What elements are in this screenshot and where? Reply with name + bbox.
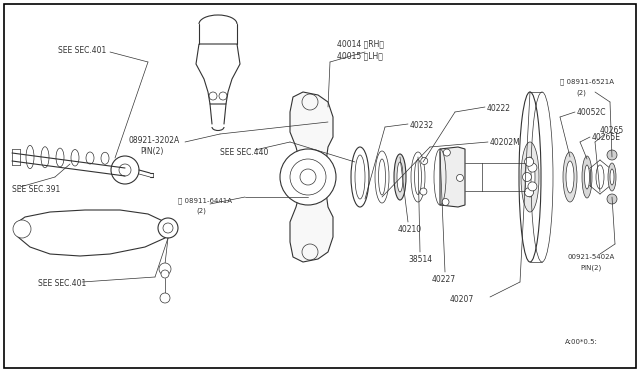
Ellipse shape bbox=[610, 169, 614, 185]
Circle shape bbox=[525, 157, 534, 166]
Circle shape bbox=[442, 199, 449, 205]
Circle shape bbox=[525, 188, 534, 197]
Text: SEE SEC.401: SEE SEC.401 bbox=[58, 45, 106, 55]
Text: 40232: 40232 bbox=[410, 121, 434, 129]
Ellipse shape bbox=[584, 165, 589, 189]
Text: 40202M: 40202M bbox=[490, 138, 521, 147]
Text: 40052C: 40052C bbox=[577, 108, 607, 116]
Ellipse shape bbox=[566, 161, 574, 193]
Circle shape bbox=[456, 174, 463, 182]
Ellipse shape bbox=[397, 162, 403, 192]
Text: 40227: 40227 bbox=[432, 276, 456, 285]
Ellipse shape bbox=[563, 152, 577, 202]
Ellipse shape bbox=[351, 147, 369, 207]
Ellipse shape bbox=[596, 165, 604, 189]
Text: Ⓝ 08911-6521A: Ⓝ 08911-6521A bbox=[560, 79, 614, 85]
Circle shape bbox=[161, 270, 169, 278]
Circle shape bbox=[420, 157, 428, 164]
Ellipse shape bbox=[411, 152, 425, 202]
Circle shape bbox=[280, 149, 336, 205]
Ellipse shape bbox=[608, 163, 616, 191]
Ellipse shape bbox=[525, 157, 535, 197]
FancyBboxPatch shape bbox=[4, 4, 636, 368]
Circle shape bbox=[522, 173, 531, 182]
Polygon shape bbox=[290, 92, 333, 262]
Text: 08921-3202A: 08921-3202A bbox=[128, 135, 179, 144]
Text: 40265: 40265 bbox=[600, 125, 624, 135]
Text: PIN(2): PIN(2) bbox=[140, 147, 163, 155]
Circle shape bbox=[163, 223, 173, 233]
Text: 40207: 40207 bbox=[450, 295, 474, 305]
Circle shape bbox=[607, 194, 617, 204]
Circle shape bbox=[420, 188, 427, 195]
Text: 00921-5402A: 00921-5402A bbox=[568, 254, 615, 260]
Text: 40015 〈LH〉: 40015 〈LH〉 bbox=[337, 51, 383, 61]
Text: (2): (2) bbox=[196, 208, 206, 214]
Circle shape bbox=[528, 182, 537, 191]
Text: SEE SEC.391: SEE SEC.391 bbox=[12, 185, 60, 193]
Ellipse shape bbox=[375, 151, 389, 203]
Circle shape bbox=[444, 149, 451, 156]
Text: 40014 〈RH〉: 40014 〈RH〉 bbox=[337, 39, 384, 48]
Circle shape bbox=[528, 163, 537, 172]
Polygon shape bbox=[440, 147, 465, 207]
Circle shape bbox=[158, 218, 178, 238]
Text: 38514: 38514 bbox=[408, 254, 432, 263]
Text: PIN(2): PIN(2) bbox=[580, 265, 601, 271]
Circle shape bbox=[607, 150, 617, 160]
Text: SEE SEC.401: SEE SEC.401 bbox=[38, 279, 86, 288]
Ellipse shape bbox=[582, 156, 592, 198]
Ellipse shape bbox=[519, 92, 541, 262]
Text: 40210: 40210 bbox=[398, 224, 422, 234]
Circle shape bbox=[160, 293, 170, 303]
Text: 40265E: 40265E bbox=[592, 132, 621, 141]
Text: SEE SEC.440: SEE SEC.440 bbox=[220, 148, 268, 157]
Text: (2): (2) bbox=[576, 90, 586, 96]
Ellipse shape bbox=[394, 154, 406, 200]
Ellipse shape bbox=[521, 142, 539, 212]
Circle shape bbox=[159, 263, 171, 275]
Text: 40222: 40222 bbox=[487, 103, 511, 112]
Text: Ⓝ 08911-6441A: Ⓝ 08911-6441A bbox=[178, 198, 232, 204]
Text: A:00*0.5:: A:00*0.5: bbox=[565, 339, 598, 345]
Circle shape bbox=[13, 220, 31, 238]
